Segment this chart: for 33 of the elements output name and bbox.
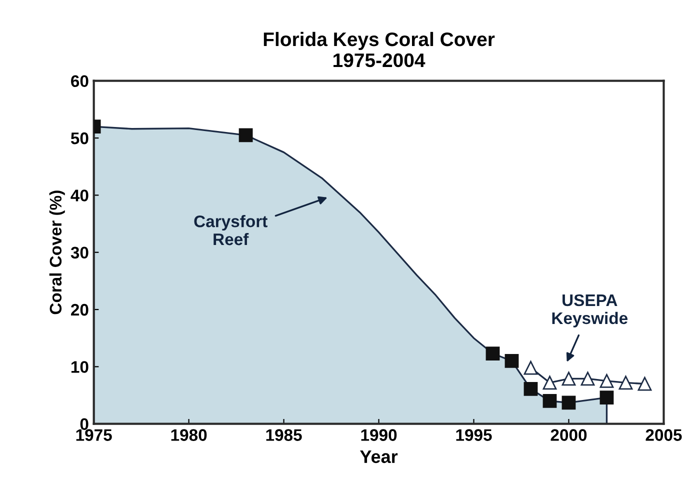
x-tick-label: 2005 xyxy=(646,429,682,441)
point xyxy=(600,374,614,388)
y-tick-label: 30 xyxy=(70,246,88,259)
point xyxy=(638,376,652,391)
point xyxy=(524,382,538,396)
x-tick-label: 1975 xyxy=(76,429,112,441)
point xyxy=(542,376,557,390)
x-tick-label: 1985 xyxy=(266,429,302,441)
x-tick-label: 1995 xyxy=(456,429,492,441)
y-tick-label: 50 xyxy=(70,132,88,144)
point xyxy=(486,346,500,360)
y-tick-label: 40 xyxy=(70,190,88,202)
annotation: Carysfort Reef xyxy=(194,215,268,246)
y-axis-title: Coral Cover (%) xyxy=(49,190,65,314)
y-tick-label: 60 xyxy=(71,75,88,88)
point xyxy=(562,396,576,410)
x-axis-title: Year xyxy=(360,450,398,464)
y-tick-label: 0 xyxy=(80,418,88,430)
point xyxy=(580,372,595,386)
point xyxy=(618,376,633,390)
point xyxy=(542,394,557,408)
annotation: USEPA Keyswide xyxy=(552,294,628,328)
point xyxy=(600,390,614,404)
y-tick-label: 20 xyxy=(71,304,88,316)
x-tick-label: 2000 xyxy=(550,429,587,441)
y-tick-label: 10 xyxy=(71,361,88,373)
x-tick-label: 1980 xyxy=(171,429,207,441)
point xyxy=(238,128,253,142)
point xyxy=(562,372,576,386)
x-tick-label: 1990 xyxy=(361,429,397,441)
point xyxy=(504,354,519,368)
point xyxy=(524,360,538,375)
chart-title: Florida Keys Coral Cover 1975-2004 xyxy=(264,32,495,68)
